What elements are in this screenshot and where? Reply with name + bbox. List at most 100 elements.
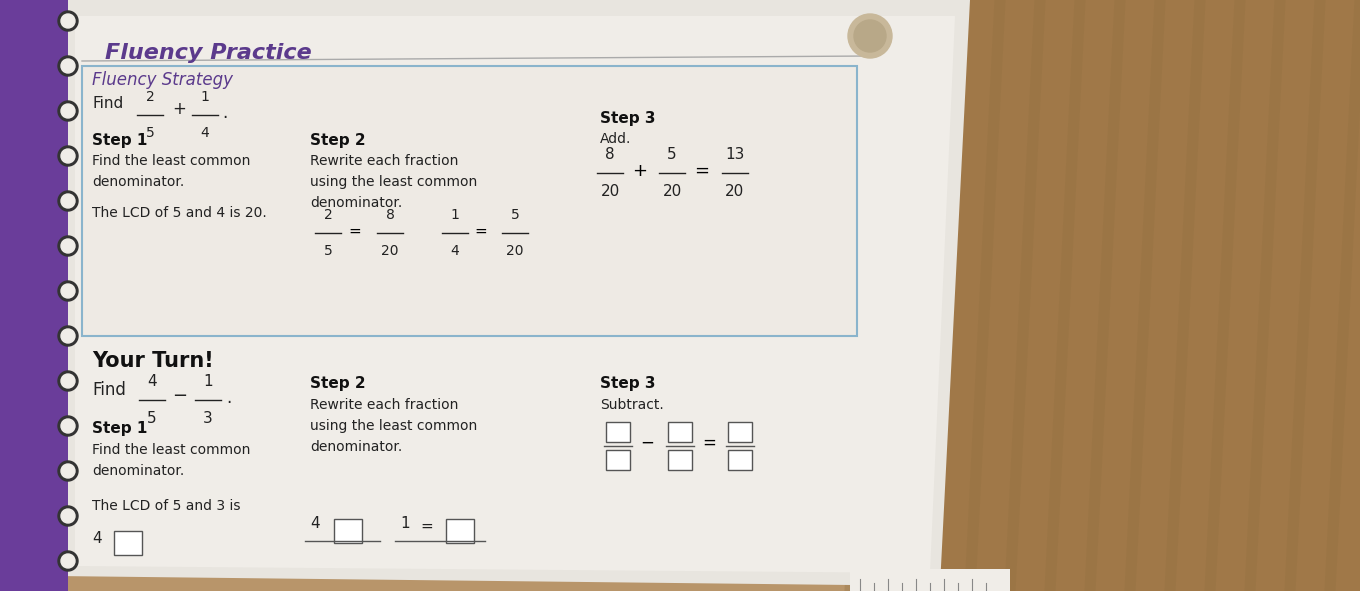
Text: The LCD of 5 and 4 is 20.: The LCD of 5 and 4 is 20.	[92, 206, 267, 220]
Circle shape	[61, 239, 75, 253]
Text: Step 1: Step 1	[92, 133, 147, 148]
Text: 1: 1	[203, 374, 212, 389]
Text: −: −	[171, 387, 188, 405]
Text: 4: 4	[310, 516, 320, 531]
Circle shape	[61, 554, 75, 568]
Text: 4: 4	[201, 126, 209, 140]
Text: +: +	[632, 162, 647, 180]
Text: =: =	[475, 223, 487, 239]
Text: Find the least common: Find the least common	[92, 443, 250, 457]
Polygon shape	[54, 0, 970, 586]
Circle shape	[61, 284, 75, 298]
Text: Subtract.: Subtract.	[600, 398, 664, 412]
Text: 20: 20	[506, 244, 524, 258]
Text: using the least common: using the least common	[310, 175, 477, 189]
Text: Rewrite each fraction: Rewrite each fraction	[310, 398, 458, 412]
Text: Find the least common: Find the least common	[92, 154, 250, 168]
Text: denominator.: denominator.	[310, 196, 403, 210]
Circle shape	[61, 149, 75, 163]
Circle shape	[58, 191, 78, 211]
Text: =: =	[702, 434, 715, 452]
Circle shape	[61, 104, 75, 118]
Circle shape	[849, 14, 892, 58]
Text: 4: 4	[450, 244, 460, 258]
Text: 3: 3	[203, 411, 214, 426]
FancyBboxPatch shape	[668, 422, 692, 442]
Circle shape	[58, 551, 78, 571]
Text: 5: 5	[510, 208, 520, 222]
Circle shape	[61, 509, 75, 523]
Circle shape	[58, 11, 78, 31]
Circle shape	[58, 281, 78, 301]
Text: Find: Find	[92, 381, 126, 399]
FancyBboxPatch shape	[335, 519, 362, 543]
Circle shape	[58, 461, 78, 481]
Text: Fluency Practice: Fluency Practice	[105, 43, 311, 63]
Polygon shape	[75, 16, 955, 573]
Text: 5: 5	[668, 147, 677, 162]
Text: 5: 5	[147, 411, 156, 426]
Text: 1: 1	[400, 516, 409, 531]
Circle shape	[61, 329, 75, 343]
Text: 5: 5	[146, 126, 155, 140]
Text: denominator.: denominator.	[92, 175, 184, 189]
FancyBboxPatch shape	[114, 531, 141, 555]
Text: Add.: Add.	[600, 132, 631, 146]
Text: Step 3: Step 3	[600, 111, 656, 126]
Circle shape	[58, 326, 78, 346]
Text: 13: 13	[725, 147, 745, 162]
Text: .: .	[222, 104, 227, 122]
Text: 2: 2	[146, 90, 155, 104]
Circle shape	[61, 374, 75, 388]
FancyBboxPatch shape	[607, 450, 630, 470]
Text: Fluency Strategy: Fluency Strategy	[92, 71, 233, 89]
Text: .: .	[226, 389, 231, 407]
Text: 5: 5	[324, 244, 332, 258]
Text: 8: 8	[386, 208, 394, 222]
Text: Step 2: Step 2	[310, 376, 366, 391]
Text: denominator.: denominator.	[92, 464, 184, 478]
Text: −: −	[641, 434, 654, 452]
Text: 20: 20	[600, 184, 620, 199]
FancyBboxPatch shape	[728, 422, 752, 442]
FancyBboxPatch shape	[850, 0, 1360, 591]
Circle shape	[58, 146, 78, 166]
Text: Step 3: Step 3	[600, 376, 656, 391]
Circle shape	[61, 194, 75, 208]
FancyBboxPatch shape	[728, 450, 752, 470]
Text: =: =	[420, 519, 432, 534]
Circle shape	[58, 371, 78, 391]
Text: The LCD of 5 and 3 is: The LCD of 5 and 3 is	[92, 499, 241, 513]
Text: 4: 4	[147, 374, 156, 389]
Text: 2: 2	[324, 208, 332, 222]
Circle shape	[61, 59, 75, 73]
Circle shape	[854, 20, 885, 52]
Circle shape	[61, 464, 75, 478]
Text: Your Turn!: Your Turn!	[92, 351, 214, 371]
Circle shape	[58, 236, 78, 256]
FancyBboxPatch shape	[82, 66, 857, 336]
Text: using the least common: using the least common	[310, 419, 477, 433]
Text: 20: 20	[662, 184, 681, 199]
Text: Rewrite each fraction: Rewrite each fraction	[310, 154, 458, 168]
Text: =: =	[694, 162, 709, 180]
FancyBboxPatch shape	[446, 519, 475, 543]
Text: denominator.: denominator.	[310, 440, 403, 454]
Text: Step 1: Step 1	[92, 421, 147, 436]
Text: 20: 20	[381, 244, 398, 258]
Text: Find: Find	[92, 96, 124, 111]
Text: +: +	[171, 100, 186, 118]
Circle shape	[58, 101, 78, 121]
Text: 1: 1	[450, 208, 460, 222]
Circle shape	[58, 416, 78, 436]
FancyBboxPatch shape	[850, 569, 1010, 591]
Circle shape	[61, 14, 75, 28]
Text: =: =	[348, 223, 360, 239]
FancyBboxPatch shape	[607, 422, 630, 442]
Circle shape	[58, 506, 78, 526]
Text: Step 2: Step 2	[310, 133, 366, 148]
Polygon shape	[0, 0, 68, 591]
Circle shape	[61, 419, 75, 433]
Text: 20: 20	[725, 184, 745, 199]
Text: 1: 1	[200, 90, 209, 104]
